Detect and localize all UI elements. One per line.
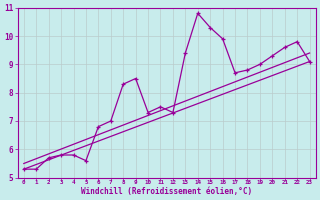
X-axis label: Windchill (Refroidissement éolien,°C): Windchill (Refroidissement éolien,°C) <box>81 187 252 196</box>
